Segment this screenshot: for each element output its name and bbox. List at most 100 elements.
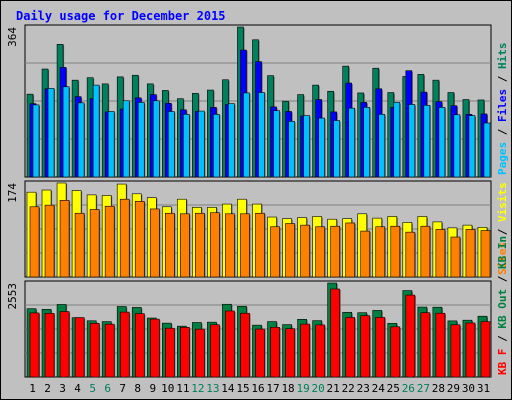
bar-kb-out [74,317,85,378]
bar-pages [152,100,160,178]
bar-sites [345,222,356,278]
bar-sites [435,229,446,278]
bar-sites [330,225,340,278]
bar-sites [210,212,220,278]
bar-kb-out [164,327,175,378]
bar-sites [255,212,265,278]
day-tick-label: 18 [281,382,294,395]
bar-sites [240,213,250,278]
bar-sites [480,230,491,278]
bar-sites [225,213,235,278]
bar-sites [315,226,325,278]
day-tick-label: 26 [402,382,415,395]
bar-pages [303,115,310,178]
bar-pages [198,110,205,178]
panel-max-label: 2553 [6,283,19,310]
legend-sites: Sites [496,242,509,275]
bar-pages [318,117,325,178]
bar-pages [393,102,401,178]
bar-kb-out [180,327,190,378]
day-tick-label: 24 [372,382,386,395]
day-tick-label: 31 [477,382,490,395]
panel-legend: Pages / Files / Hits [496,43,509,176]
chart-panels: 364 Pages / Files / Hits 174 Sites / Visits… [6,24,509,378]
bar-kb-out [390,326,401,378]
bar-pages [483,122,491,178]
day-tick-label: 23 [357,382,370,395]
bar-sites [270,226,280,278]
bar-sites [104,205,115,278]
day-tick-label: 10 [161,382,174,395]
bar-kb-out [420,312,431,378]
day-tick-label: 25 [387,382,400,395]
bar-kb-out [255,328,265,378]
bar-kb-out [89,323,100,378]
bar-kb-out [195,328,205,378]
bar-kb-out [225,310,235,378]
day-tick-label: 3 [59,382,66,395]
bar-sites [149,208,160,278]
panel-1: 364 Pages / Files / Hits [6,24,509,178]
bar-sites [375,226,386,278]
legend-files: Files [496,89,509,122]
panel-max-label: 364 [6,27,19,47]
panel-max-label: 174 [6,183,19,203]
bar-kb-out [149,318,160,378]
bar-pages [137,102,145,178]
bar-pages [453,114,461,178]
bar-kb-out [59,311,70,378]
day-tick-label: 1 [29,382,36,395]
bar-sites [134,201,145,278]
bar-pages [213,114,220,178]
legend-pages: Pages [496,142,509,175]
panel-2: 174 Sites / Visits [6,180,509,278]
bar-pages [423,104,431,178]
bar-sites [59,199,70,278]
day-tick-label: 7 [119,382,126,395]
bar-kb-out [240,312,250,378]
bar-kb-out [270,326,280,378]
bar-kb-out [360,315,371,378]
bar-pages [273,110,280,178]
legend-visits: Visits [496,182,509,222]
day-tick-label: 12 [191,382,204,395]
bar-kb-out [119,311,130,378]
bar-kb-out [44,313,55,378]
bar-sites [195,212,205,278]
bar-pages [92,84,100,178]
day-tick-label: 27 [417,382,430,395]
day-tick-label: 15 [236,382,249,395]
day-tick-label: 28 [432,382,445,395]
bar-sites [405,231,416,278]
day-tick-label: 19 [296,382,309,395]
bar-sites [450,236,461,278]
day-tick-label: 30 [462,382,475,395]
bar-sites [285,223,295,278]
bar-kb-out [210,324,220,378]
day-tick-label: 8 [134,382,141,395]
day-tick-label: 6 [104,382,111,395]
bar-kb-out [285,328,295,378]
panel-3: 2553 KB F / KB Out / KB In [6,236,509,378]
bar-pages [333,120,340,178]
bar-kb-out [104,323,115,378]
bar-pages [408,104,416,178]
day-tick-label: 2 [44,382,51,395]
bar-pages [107,111,115,178]
day-tick-label: 16 [251,382,264,395]
bar-kb-out [480,321,491,378]
bar-pages [363,107,371,178]
bar-pages [183,114,190,178]
bar-kb-out [134,313,145,378]
day-tick-label: 5 [89,382,96,395]
day-tick-label: 17 [266,382,279,395]
day-tick-label: 21 [327,382,340,395]
bar-sites [89,209,100,278]
bar-sites [360,230,371,278]
bar-sites [300,224,310,278]
legend-hits: Hits [496,43,509,70]
day-tick-label: 11 [176,382,189,395]
day-tick-label: 4 [74,382,81,395]
bar-kb-out [345,317,356,378]
bar-sites [180,213,190,278]
